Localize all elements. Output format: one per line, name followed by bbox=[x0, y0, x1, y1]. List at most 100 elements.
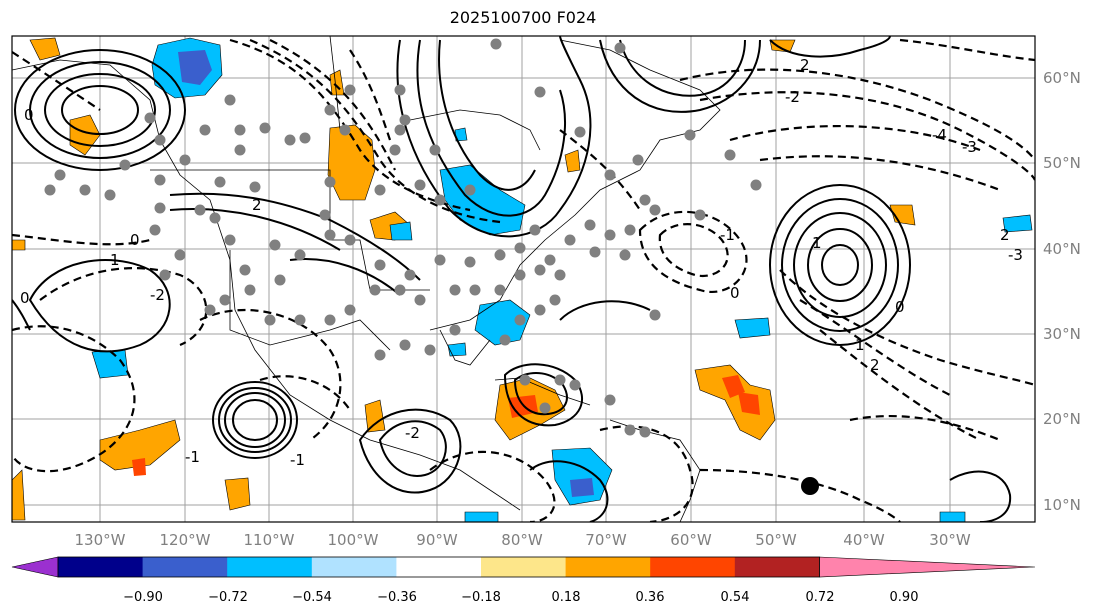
station-dot bbox=[434, 194, 446, 206]
station-dot bbox=[194, 204, 206, 216]
lat-label: 50°N bbox=[1043, 154, 1081, 172]
station-dot bbox=[449, 284, 461, 296]
station-dot bbox=[639, 426, 651, 438]
station-dot bbox=[494, 284, 506, 296]
station-dot bbox=[324, 104, 336, 116]
station-dot bbox=[119, 159, 131, 171]
station-dot bbox=[394, 124, 406, 136]
colorbar-tick-label: 0.18 bbox=[552, 590, 581, 605]
lon-label: 120°W bbox=[160, 531, 211, 549]
station-dot bbox=[529, 224, 541, 236]
colorbar-tick-label: 0.90 bbox=[890, 590, 919, 605]
lon-label: 70°W bbox=[585, 531, 627, 549]
colorbar-segment bbox=[565, 557, 651, 577]
station-dots bbox=[44, 38, 762, 438]
contour-label: 1 bbox=[110, 251, 120, 269]
lon-label: 30°W bbox=[929, 531, 971, 549]
contour-label: -1 bbox=[290, 451, 305, 469]
station-dot bbox=[204, 304, 216, 316]
positive-contours bbox=[12, 36, 1012, 522]
station-dot bbox=[344, 304, 356, 316]
colorbar-segment bbox=[396, 557, 482, 577]
contour-label: 2 bbox=[1000, 226, 1010, 244]
contour-label: -2 bbox=[150, 286, 165, 304]
lon-label: 40°W bbox=[843, 531, 885, 549]
colorbar-tick-label: −0.36 bbox=[377, 590, 417, 605]
station-dot bbox=[284, 134, 296, 146]
station-dot bbox=[299, 132, 311, 144]
station-dot bbox=[514, 242, 526, 254]
negative-contours bbox=[12, 38, 1035, 522]
station-dot bbox=[239, 264, 251, 276]
colorbar-segment bbox=[734, 557, 820, 577]
colorbar-extend-high bbox=[819, 556, 1036, 578]
map-title: 2025100700 F024 bbox=[449, 8, 597, 27]
colorbar-segment bbox=[650, 557, 736, 577]
colorbar-tick-label: −0.54 bbox=[292, 590, 332, 605]
positive-anomaly-fills bbox=[12, 37, 916, 521]
station-dot bbox=[619, 249, 631, 261]
colorbar-segment bbox=[311, 557, 397, 577]
lon-label: 60°W bbox=[670, 531, 712, 549]
station-dot bbox=[604, 229, 616, 241]
station-dot bbox=[159, 269, 171, 281]
station-dot bbox=[179, 154, 191, 166]
station-dot bbox=[649, 204, 661, 216]
colorbar-segment bbox=[481, 557, 567, 577]
station-dot bbox=[449, 324, 461, 336]
station-dot bbox=[544, 254, 556, 266]
station-dot bbox=[569, 379, 581, 391]
station-dot bbox=[464, 256, 476, 268]
station-dot bbox=[694, 209, 706, 221]
contour-label: -3 bbox=[962, 138, 977, 156]
lon-label: 110°W bbox=[244, 531, 295, 549]
station-dot bbox=[464, 184, 476, 196]
station-dot bbox=[564, 234, 576, 246]
colorbar-segment bbox=[227, 557, 313, 577]
lat-label: 30°N bbox=[1043, 325, 1081, 343]
station-dot bbox=[324, 176, 336, 188]
station-dot bbox=[434, 254, 446, 266]
lat-label: 20°N bbox=[1043, 410, 1081, 428]
negative-strong-fills bbox=[178, 50, 594, 497]
lat-label: 40°N bbox=[1043, 240, 1081, 258]
station-dot bbox=[154, 134, 166, 146]
contour-label: -1 bbox=[185, 448, 200, 466]
station-dot bbox=[639, 194, 651, 206]
contour-label: 2 bbox=[870, 356, 880, 374]
colorbar-extend-low bbox=[11, 556, 59, 578]
station-dot bbox=[684, 129, 696, 141]
colorbar-tick-label: −0.18 bbox=[461, 590, 501, 605]
station-dot bbox=[344, 84, 356, 96]
station-dot bbox=[624, 424, 636, 436]
station-dot bbox=[374, 259, 386, 271]
station-dot bbox=[214, 176, 226, 188]
colorbar bbox=[11, 556, 1036, 578]
station-dot bbox=[574, 126, 586, 138]
contour-label: 1 bbox=[812, 234, 822, 252]
station-dot bbox=[494, 249, 506, 261]
station-dot bbox=[319, 209, 331, 221]
colorbar-tick-label: 0.36 bbox=[636, 590, 665, 605]
lon-label: 130°W bbox=[75, 531, 126, 549]
station-dot bbox=[249, 181, 261, 193]
station-dot bbox=[259, 122, 271, 134]
station-dot bbox=[649, 309, 661, 321]
lon-label: 50°W bbox=[755, 531, 797, 549]
colorbar-tick-label: −0.90 bbox=[123, 590, 163, 605]
station-dot bbox=[750, 179, 762, 191]
contour-label: -4 bbox=[932, 126, 947, 144]
station-dot bbox=[174, 249, 186, 261]
contour-label: 2 bbox=[800, 56, 810, 74]
lon-label: 90°W bbox=[416, 531, 458, 549]
contour-label: 0 bbox=[130, 231, 140, 249]
contour-label: 0 bbox=[730, 284, 740, 302]
station-dot bbox=[199, 124, 211, 136]
contour-label: -3 bbox=[1008, 246, 1023, 264]
station-dot bbox=[44, 184, 56, 196]
station-dot bbox=[414, 294, 426, 306]
colorbar-tick-label: 0.72 bbox=[806, 590, 835, 605]
station-dot bbox=[549, 294, 561, 306]
station-dot bbox=[514, 314, 526, 326]
